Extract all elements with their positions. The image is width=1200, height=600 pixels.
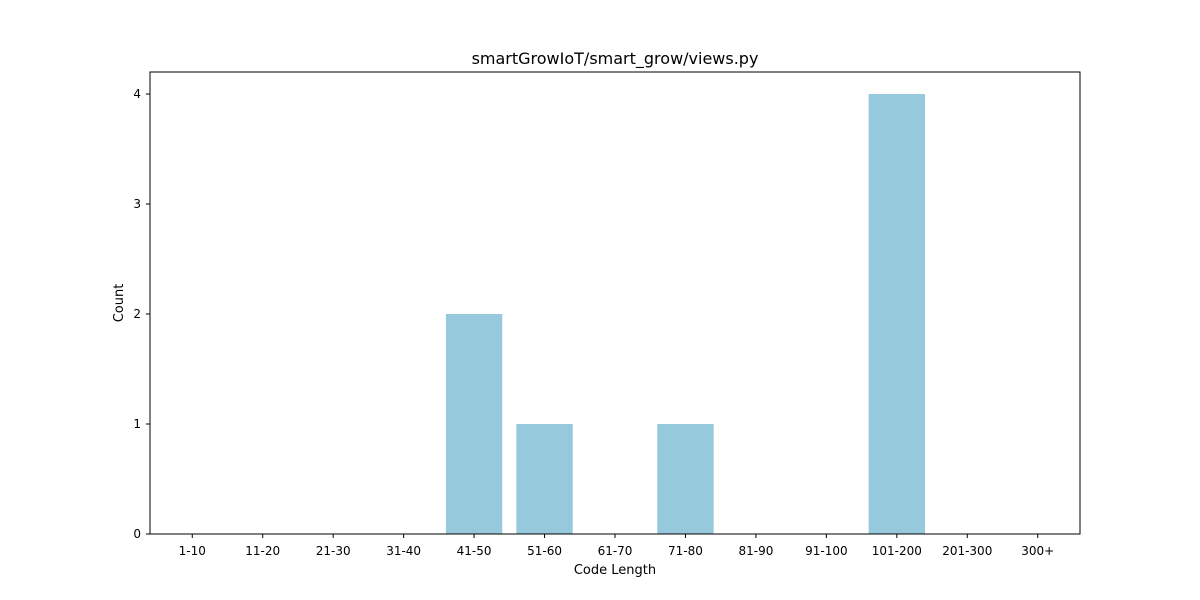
x-tick-label: 21-30: [316, 544, 351, 558]
y-tick-label: 0: [133, 527, 141, 541]
x-tick-label: 101-200: [872, 544, 922, 558]
chart-title: smartGrowIoT/smart_grow/views.py: [472, 49, 759, 69]
x-tick-label: 71-80: [668, 544, 703, 558]
x-tick-label: 91-100: [805, 544, 848, 558]
y-tick-label: 3: [133, 197, 141, 211]
x-axis: 1-10 11-20 21-30 31-40 41-50 51-60 61-70 71-80 8…: [179, 534, 1054, 558]
bar-51-60: [516, 424, 573, 534]
x-tick-label: 41-50: [457, 544, 492, 558]
y-tick-label: 4: [133, 87, 141, 101]
x-tick-label: 300+: [1021, 544, 1054, 558]
x-tick-label: 61-70: [598, 544, 633, 558]
bars-group: [445, 94, 925, 534]
bar-41-50: [445, 314, 503, 534]
x-tick-label: 1-10: [179, 544, 206, 558]
x-tick-label: 81-90: [738, 544, 773, 558]
x-tick-label: 51-60: [527, 544, 562, 558]
x-axis-label: Code Length: [574, 563, 656, 578]
y-axis-label: Count: [112, 284, 127, 323]
y-axis: 0 1 2 3 4: [133, 87, 150, 541]
x-tick-label: 201-300: [942, 544, 992, 558]
bar-71-80: [657, 424, 714, 534]
x-tick-label: 31-40: [386, 544, 421, 558]
x-tick-label: 11-20: [245, 544, 280, 558]
y-tick-label: 1: [133, 417, 141, 431]
y-tick-label: 2: [133, 307, 141, 321]
bar-101-200: [868, 94, 925, 534]
